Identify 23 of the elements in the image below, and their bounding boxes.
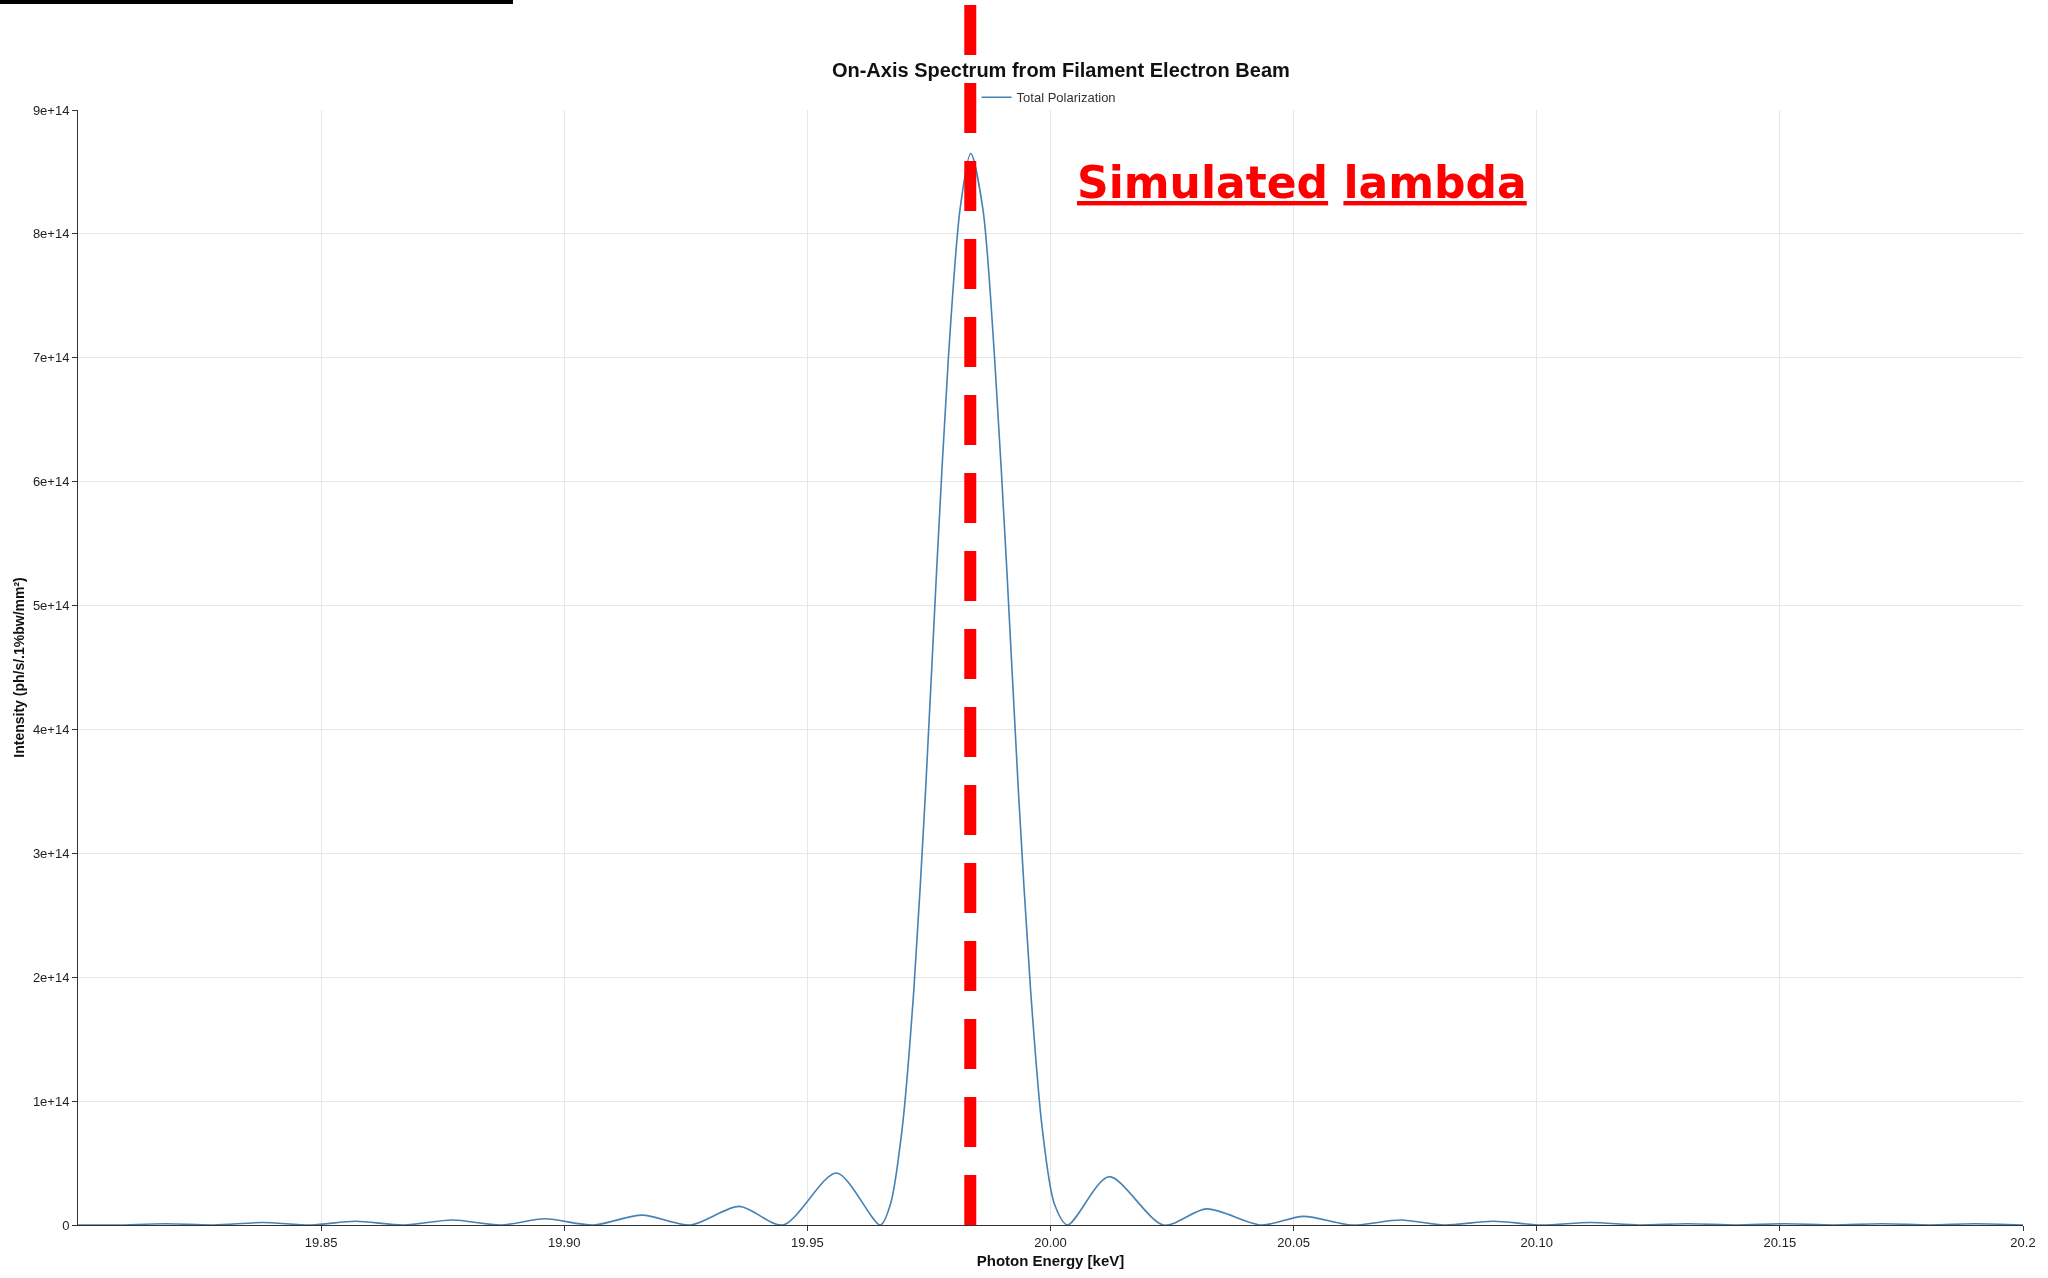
y-axis-title: Intensity (ph/s/.1%bw/mm²) bbox=[11, 577, 28, 758]
ref-line-label: Simulated lambda bbox=[1077, 157, 1527, 208]
x-tick-label: 20.00 bbox=[1034, 1234, 1067, 1250]
x-tick-label: 20.15 bbox=[1763, 1234, 1797, 1250]
y-tick-label: 2e+14 bbox=[32, 969, 70, 985]
x-tick-label: 20.05 bbox=[1277, 1234, 1310, 1250]
y-tick-label: 0 bbox=[62, 1217, 70, 1233]
legend-label: Total Polarization bbox=[1016, 90, 1116, 106]
x-tick-label: 20.10 bbox=[1520, 1234, 1554, 1250]
y-tick-label: 4e+14 bbox=[32, 721, 70, 737]
y-tick-label: 8e+14 bbox=[32, 226, 70, 242]
x-tick-label: 19.95 bbox=[791, 1234, 824, 1250]
y-tick-label: 3e+14 bbox=[32, 845, 70, 861]
x-axis-title: Photon Energy [keV] bbox=[976, 1251, 1125, 1269]
x-tick-label: 19.90 bbox=[547, 1234, 581, 1250]
y-tick-label: 7e+14 bbox=[32, 350, 70, 366]
chart-title: On-Axis Spectrum from Filament Electron Beam bbox=[831, 59, 1290, 81]
x-tick-label: 19.85 bbox=[304, 1234, 338, 1250]
y-tick-label: 1e+14 bbox=[32, 1093, 70, 1109]
y-tick-label: 9e+14 bbox=[32, 102, 70, 118]
x-tick-label: 20.2 bbox=[2010, 1234, 2036, 1250]
y-tick-label: 5e+14 bbox=[32, 598, 70, 614]
y-tick-label: 6e+14 bbox=[32, 474, 70, 490]
